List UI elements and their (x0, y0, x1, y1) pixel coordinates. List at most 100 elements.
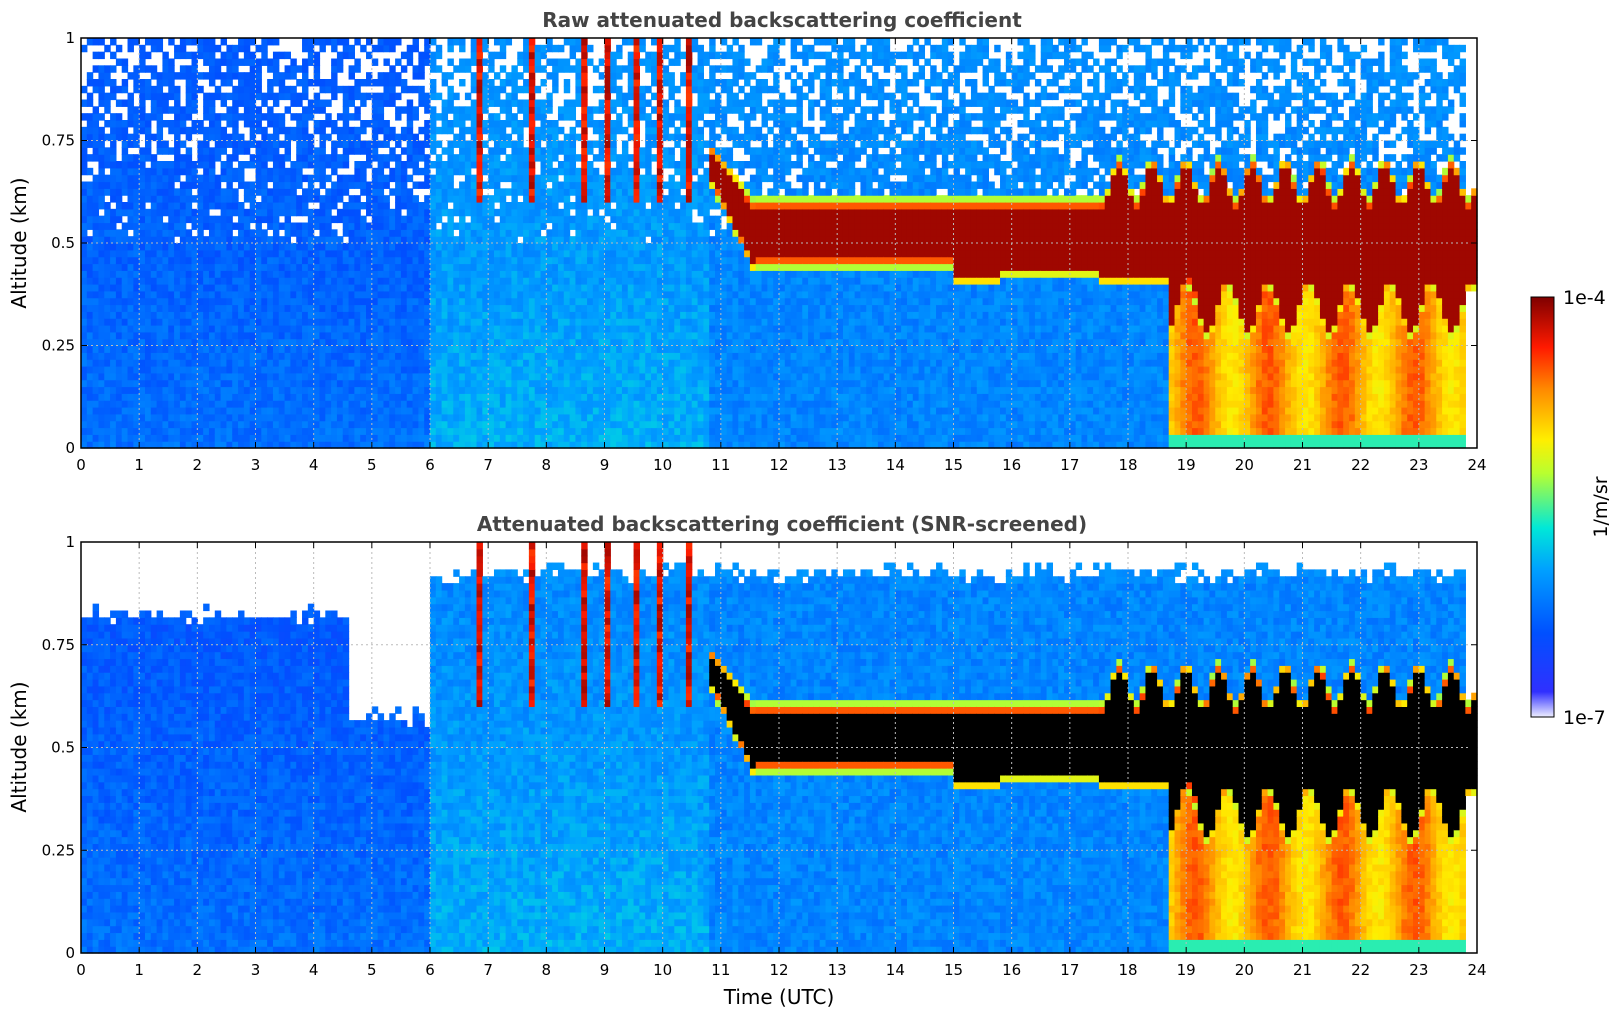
heatmap-cell (378, 264, 384, 271)
heatmap-cell (128, 202, 134, 209)
heatmap-cell (162, 284, 168, 291)
heatmap-cell (110, 318, 116, 325)
heatmap-cell (343, 209, 349, 216)
heatmap-cell (407, 236, 413, 243)
heatmap-cell (279, 359, 285, 366)
heatmap-cell (558, 161, 564, 168)
heatmap-cell (354, 161, 360, 168)
heatmap-cell (546, 366, 552, 373)
heatmap-cell (570, 428, 576, 435)
heatmap-cell (285, 127, 291, 134)
heatmap-cell (110, 216, 116, 223)
heatmap-cell (523, 311, 529, 318)
heatmap-cell (319, 154, 325, 161)
heatmap-cell (546, 346, 552, 353)
heatmap-cell (116, 400, 122, 407)
heatmap-cell (372, 264, 378, 271)
heatmap-cell (628, 346, 634, 353)
heatmap-cell (541, 154, 547, 161)
heatmap-cell (610, 175, 616, 182)
heatmap-cell (372, 202, 378, 209)
heatmap-cell (529, 434, 535, 441)
heatmap-cell (145, 270, 151, 277)
heatmap-cell (453, 318, 459, 325)
heatmap-cell (517, 339, 523, 346)
heatmap-cell (628, 270, 634, 277)
heatmap-cell (244, 346, 250, 353)
heatmap-cell (535, 270, 541, 277)
heatmap-cell (558, 257, 564, 264)
heatmap-cell (232, 359, 238, 366)
heatmap-cell (256, 339, 262, 346)
heatmap-cell (389, 318, 395, 325)
heatmap-cell (558, 182, 564, 189)
heatmap-cell (296, 264, 302, 271)
heatmap-cell (407, 175, 413, 182)
heatmap-cell (529, 38, 535, 45)
heatmap-cell (139, 100, 145, 107)
heatmap-cell (605, 311, 611, 318)
heatmap-cell (447, 380, 453, 387)
heatmap-cell (558, 141, 564, 148)
heatmap-cell (157, 407, 163, 414)
heatmap-cell (168, 229, 174, 236)
heatmap-cell (331, 359, 337, 366)
heatmap-cell (506, 380, 512, 387)
heatmap-cell (430, 188, 436, 195)
heatmap-cell (616, 305, 622, 312)
heatmap-cell (157, 38, 163, 45)
heatmap-cell (383, 120, 389, 127)
heatmap-cell (98, 393, 104, 400)
heatmap-cell (226, 141, 232, 148)
heatmap-cell (610, 318, 616, 325)
heatmap-cell (256, 154, 262, 161)
heatmap-cell (139, 373, 145, 380)
heatmap-cell (354, 147, 360, 154)
heatmap-cell (471, 72, 477, 79)
heatmap-cell (302, 393, 308, 400)
heatmap-cell (430, 79, 436, 86)
heatmap-cell (337, 421, 343, 428)
heatmap-cell (221, 79, 227, 86)
heatmap-cell (302, 161, 308, 168)
heatmap-cell (296, 202, 302, 209)
heatmap-cell (238, 387, 244, 394)
heatmap-cell (104, 298, 110, 305)
heatmap-cell (238, 250, 244, 257)
heatmap-cell (459, 223, 465, 230)
heatmap-cell (244, 305, 250, 312)
heatmap-cell (488, 120, 494, 127)
heatmap-cell (570, 298, 576, 305)
heatmap-cell (500, 229, 506, 236)
heatmap-cell (215, 284, 221, 291)
heatmap-cell (226, 332, 232, 339)
heatmap-cell (116, 175, 122, 182)
heatmap-cell (389, 325, 395, 332)
heatmap-cell (378, 325, 384, 332)
heatmap-cell (471, 352, 477, 359)
heatmap-cell (610, 311, 616, 318)
heatmap-cell (273, 352, 279, 359)
heatmap-cell (157, 93, 163, 100)
heatmap-cell (430, 407, 436, 414)
heatmap-cell (500, 428, 506, 435)
heatmap-cell (529, 366, 535, 373)
heatmap-cell (98, 65, 104, 72)
heatmap-cell (581, 38, 587, 45)
heatmap-cell (616, 236, 622, 243)
heatmap-cell (285, 229, 291, 236)
heatmap-cell (203, 305, 209, 312)
heatmap-cell (570, 264, 576, 271)
heatmap-cell (465, 154, 471, 161)
heatmap-cell (354, 298, 360, 305)
heatmap-cell (401, 161, 407, 168)
heatmap-cell (529, 291, 535, 298)
heatmap-cell (343, 182, 349, 189)
heatmap-cell (128, 339, 134, 346)
heatmap-cell (349, 113, 355, 120)
heatmap-cell (500, 250, 506, 257)
heatmap-cell (500, 257, 506, 264)
heatmap-cell (151, 182, 157, 189)
heatmap-cell (401, 298, 407, 305)
heatmap-cell (430, 52, 436, 59)
